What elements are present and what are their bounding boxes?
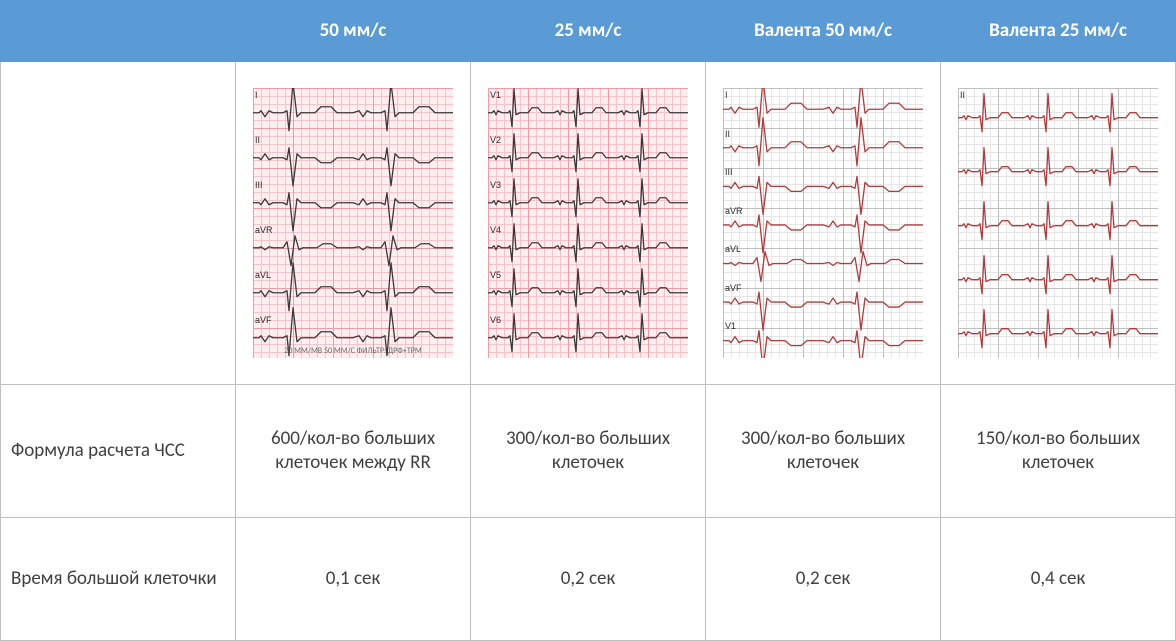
ecg-lead-label: aVR [725, 206, 743, 217]
root: 50 мм/с 25 мм/с Валента 50 мм/с Валента … [0, 0, 1176, 607]
time-cell-1: 0,1 сек [236, 518, 471, 641]
header-col-2: 25 мм/с [471, 1, 706, 62]
ecg-strip-1: IIIIIIaVRaVLaVF20 ММ/МВ 50 ММ/С ФИЛЬТР: … [253, 88, 453, 358]
ecg-strip-3: IIIIIIaVRaVLaVFV1 [723, 88, 923, 358]
ecg-lead-label: III [255, 180, 263, 191]
ecg-lead-label: I [255, 90, 258, 101]
header-col-3: Валента 50 мм/с [706, 1, 941, 62]
ecg-lead-label: aVR [255, 225, 273, 236]
time-cell-2: 0,2 сек [471, 518, 706, 641]
ecg-lead-label: V3 [490, 180, 501, 191]
ecg-footer-text: 20 ММ/МВ 50 ММ/С ФИЛЬТР: ДРФ+ТРМ [255, 346, 451, 356]
time-label: Время большой клеточки [1, 518, 236, 641]
ecg-lead-label: III [725, 167, 733, 178]
ecg-lead-label: aVL [725, 244, 741, 255]
ecg-lead-label: V1 [725, 321, 736, 332]
ecg-cell-2: V1 V2 V3 V4 V5 V6 [471, 62, 706, 385]
formula-row: Формула расчета ЧСС 600/кол-во больших к… [1, 385, 1176, 518]
ecg-lead-label: II [960, 90, 965, 101]
formula-label: Формула расчета ЧСС [1, 385, 236, 518]
ecg-lead-label: aVF [255, 315, 272, 326]
ecg-lead-label: I [725, 90, 728, 101]
ecg-lead-label: V2 [490, 135, 501, 146]
formula-cell-3: 300/кол-во больших клеточек [706, 385, 941, 518]
ecg-image-row: IIIIIIaVRaVLaVF20 ММ/МВ 50 ММ/С ФИЛЬТР: … [1, 62, 1176, 385]
ecg-lead-label: V6 [490, 315, 501, 326]
header-col-4: Валента 25 мм/с [941, 1, 1176, 62]
formula-cell-2: 300/кол-во больших клеточек [471, 385, 706, 518]
time-cell-4: 0,4 сек [941, 518, 1176, 641]
formula-cell-1: 600/кол-во больших клеточек между RR [236, 385, 471, 518]
ecg-strip-4: II [958, 88, 1158, 358]
ecg-lead-label: II [725, 129, 730, 140]
ecg-strip-2: V1 V2 V3 V4 V5 V6 [488, 88, 688, 358]
ecg-lead-label: II [255, 135, 260, 146]
ecg-cell-1: IIIIIIaVRaVLaVF20 ММ/МВ 50 ММ/С ФИЛЬТР: … [236, 62, 471, 385]
header-row: 50 мм/с 25 мм/с Валента 50 мм/с Валента … [1, 1, 1176, 62]
ecg-row-label [1, 62, 236, 385]
time-cell-3: 0,2 сек [706, 518, 941, 641]
header-blank [1, 1, 236, 62]
ecg-lead-label: V4 [490, 225, 501, 236]
ecg-comparison-table: 50 мм/с 25 мм/с Валента 50 мм/с Валента … [0, 0, 1176, 641]
ecg-lead-label: V1 [490, 90, 501, 101]
ecg-lead-label: aVL [255, 270, 271, 281]
ecg-lead-label: V5 [490, 270, 501, 281]
ecg-cell-4: II [941, 62, 1176, 385]
time-row: Время большой клеточки 0,1 сек 0,2 сек 0… [1, 518, 1176, 641]
ecg-cell-3: IIIIIIaVRaVLaVFV1 [706, 62, 941, 385]
header-col-1: 50 мм/с [236, 1, 471, 62]
ecg-lead-label: aVF [725, 283, 742, 294]
formula-cell-4: 150/кол-во больших клеточек [941, 385, 1176, 518]
